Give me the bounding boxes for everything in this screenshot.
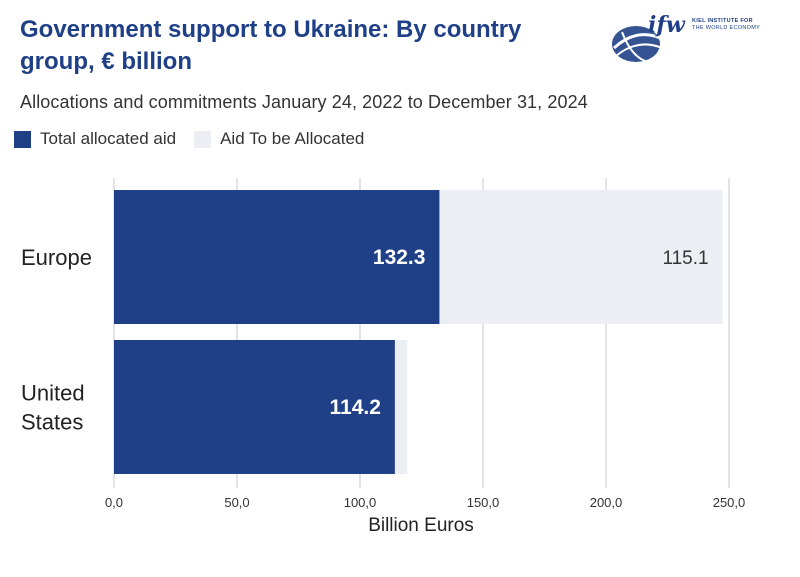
legend-label-to-be-allocated: Aid To be Allocated bbox=[220, 129, 365, 148]
x-tick-label: 0,0 bbox=[105, 495, 123, 510]
data-label: 114.2 bbox=[330, 396, 381, 419]
chart-subtitle: Allocations and commitments January 24, … bbox=[20, 92, 588, 112]
legend-item-allocated: Total allocated aid bbox=[14, 129, 176, 149]
logo-text: KIEL INSTITUTE FOR THE WORLD ECONOMY bbox=[692, 18, 787, 32]
logo-line-1: KIEL INSTITUTE FOR bbox=[692, 18, 753, 24]
bar-allocated bbox=[114, 190, 440, 324]
x-tick-label: 200,0 bbox=[590, 495, 623, 510]
x-tick-label: 100,0 bbox=[344, 495, 377, 510]
x-tick-label: 250,0 bbox=[713, 495, 746, 510]
globe-icon bbox=[612, 26, 663, 63]
logo-mark: ifw bbox=[648, 12, 685, 38]
data-label: 115.1 bbox=[662, 248, 708, 269]
x-tick-label: 50,0 bbox=[224, 495, 249, 510]
ifw-logo: ifw KIEL INSTITUTE FOR THE WORLD ECONOMY bbox=[608, 8, 783, 72]
data-label: 132.3 bbox=[373, 246, 426, 269]
legend-item-to-be-allocated: Aid To be Allocated bbox=[194, 129, 364, 149]
logo-line-2: THE WORLD ECONOMY bbox=[692, 25, 761, 31]
x-axis-label: Billion Euros bbox=[368, 515, 474, 536]
legend-swatch-to-be-allocated bbox=[194, 130, 212, 148]
legend-swatch-allocated bbox=[14, 130, 31, 148]
legend: Total allocated aid Aid To be Allocated bbox=[14, 129, 382, 149]
category-label: United bbox=[21, 381, 85, 406]
bar-allocated bbox=[114, 340, 395, 474]
bar-to-be-allocated bbox=[394, 340, 408, 474]
category-label: Europe bbox=[21, 245, 92, 270]
bar-to-be-allocated bbox=[439, 190, 723, 324]
chart-title: Government support to Ukraine: By countr… bbox=[20, 16, 522, 75]
x-tick-label: 150,0 bbox=[467, 495, 500, 510]
legend-label-allocated: Total allocated aid bbox=[40, 129, 177, 148]
category-label: States bbox=[21, 410, 83, 435]
